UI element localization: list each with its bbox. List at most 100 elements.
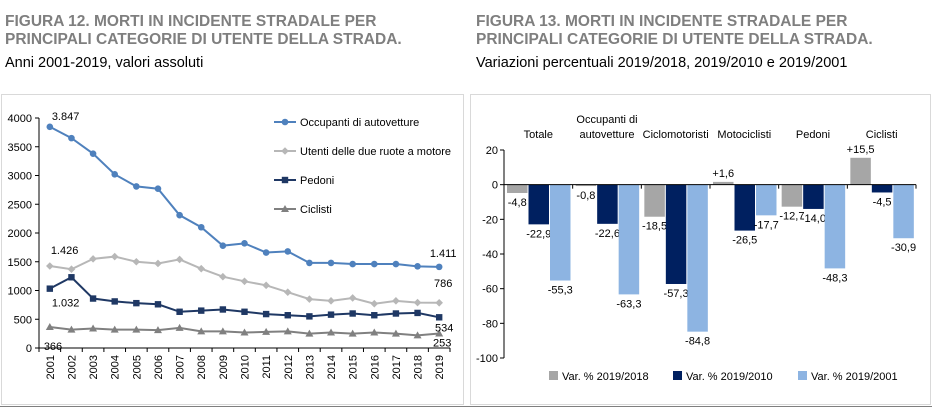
- data-point: [349, 310, 356, 317]
- data-point: [133, 299, 140, 307]
- data-point: [68, 274, 75, 281]
- y-tick-label: 3500: [8, 142, 32, 154]
- data-point: [392, 260, 400, 268]
- data-label: -55,3: [548, 285, 573, 297]
- bar: [803, 184, 824, 209]
- line-chart: 0 500 1000 1500 2000 2500 3000 3500 4000 2001 2002…: [8, 111, 457, 380]
- data-point: [175, 255, 184, 264]
- x-tick-label: 2014: [326, 355, 338, 379]
- data-point: [89, 150, 97, 157]
- y-tick-label: -100: [476, 353, 498, 365]
- legend-swatch: [549, 371, 558, 380]
- x-tick-label: 2005: [131, 355, 143, 379]
- x-tick-label: 2019: [434, 355, 446, 379]
- x-tick-label: 2007: [175, 355, 187, 379]
- bar: [687, 184, 708, 332]
- data-point: [154, 301, 162, 308]
- bar-chart-frame: 20 0 -20 -40 -60 -80 -100 Totale Occupanti di aut…: [470, 94, 931, 405]
- x-tick-label: 2015: [348, 355, 360, 379]
- data-point: [284, 312, 291, 319]
- data-point: [262, 281, 270, 290]
- fig12-title-line1: FIGURA 12. MORTI IN INCIDENTE STRADALE P…: [5, 13, 377, 30]
- data-point: [175, 323, 184, 331]
- y-tick-label: -20: [482, 214, 498, 226]
- data-label: +1,6: [712, 168, 734, 180]
- category-label: Totale: [524, 129, 553, 141]
- data-label: -18,5: [642, 221, 667, 233]
- y-tick-label: 3000: [8, 171, 32, 183]
- data-point: [67, 325, 76, 333]
- data-point: [240, 328, 249, 336]
- legend-marker: [281, 176, 289, 184]
- bar: [528, 184, 549, 225]
- legend-label-4: Ciclisti: [300, 204, 332, 216]
- data-point: [46, 262, 54, 270]
- bar: [713, 181, 734, 185]
- legend-marker: [281, 147, 289, 155]
- last-value-label-autovetture: 1.411: [430, 248, 457, 260]
- category-label: Motociclisti: [717, 129, 771, 141]
- data-point: [413, 331, 422, 339]
- bar: [507, 184, 528, 193]
- data-point: [68, 134, 75, 142]
- data-label: -4,8: [508, 197, 527, 209]
- data-label: -57,3: [664, 288, 689, 300]
- data-label: -63,3: [616, 298, 641, 310]
- y-tick-label: -80: [482, 318, 498, 330]
- x-tick-label: 2004: [110, 355, 122, 379]
- data-point: [435, 329, 444, 337]
- data-point: [46, 123, 54, 131]
- data-point: [197, 264, 206, 273]
- bar: [824, 184, 846, 269]
- data-point: [283, 288, 292, 297]
- data-point: [197, 327, 206, 335]
- data-point: [283, 327, 292, 335]
- data-point: [176, 308, 183, 315]
- legend-marker: [281, 205, 289, 212]
- category-label: Ciclisti: [866, 129, 898, 141]
- x-tick-label: 2002: [66, 355, 78, 379]
- y-tick-label: 20: [486, 145, 498, 157]
- data-point: [45, 322, 54, 330]
- data-point: [348, 329, 357, 337]
- data-point: [370, 328, 379, 336]
- category-label: autovetture: [579, 129, 634, 141]
- data-point: [414, 309, 421, 317]
- data-point: [435, 299, 443, 307]
- data-label: -22,9: [526, 228, 551, 240]
- legend-label-2: Utenti delle due ruote a motore: [300, 146, 451, 158]
- y-tick-label: 2500: [8, 199, 32, 211]
- x-tick-label: 2003: [88, 355, 100, 379]
- data-point: [262, 327, 271, 335]
- data-point: [327, 328, 336, 336]
- data-label: -0,8: [576, 190, 595, 202]
- data-point: [262, 249, 270, 256]
- data-point: [111, 298, 118, 305]
- x-tick-label: 2017: [391, 355, 403, 379]
- x-tick-label: 2018: [413, 355, 425, 379]
- data-point: [348, 294, 357, 302]
- legend-label-1: Occupanti di autovetture: [300, 117, 419, 129]
- data-point: [327, 259, 335, 267]
- last-value-label-ciclisti: 253: [433, 337, 451, 349]
- bar: [575, 184, 597, 187]
- data-point: [327, 297, 335, 305]
- y-tick-label: 0: [26, 343, 32, 355]
- legend-marker: [281, 118, 289, 126]
- data-point: [327, 311, 335, 318]
- bar-chart: 20 0 -20 -40 -60 -80 -100 Totale Occupanti di aut…: [476, 114, 917, 383]
- data-point: [89, 324, 98, 332]
- last-value-label-pedoni: 534: [435, 322, 453, 334]
- bar: [665, 184, 687, 284]
- legend-label-2: Var. % 2019/2010: [686, 371, 773, 383]
- data-point: [392, 310, 400, 317]
- data-point: [241, 240, 248, 247]
- data-point: [435, 263, 443, 271]
- data-label: -14,0: [801, 213, 826, 225]
- y-tick-label: -40: [482, 249, 498, 261]
- bar: [597, 184, 618, 224]
- y-tick-label: -60: [482, 284, 498, 296]
- bar: [618, 184, 640, 295]
- data-point: [370, 260, 378, 268]
- bar: [871, 184, 893, 193]
